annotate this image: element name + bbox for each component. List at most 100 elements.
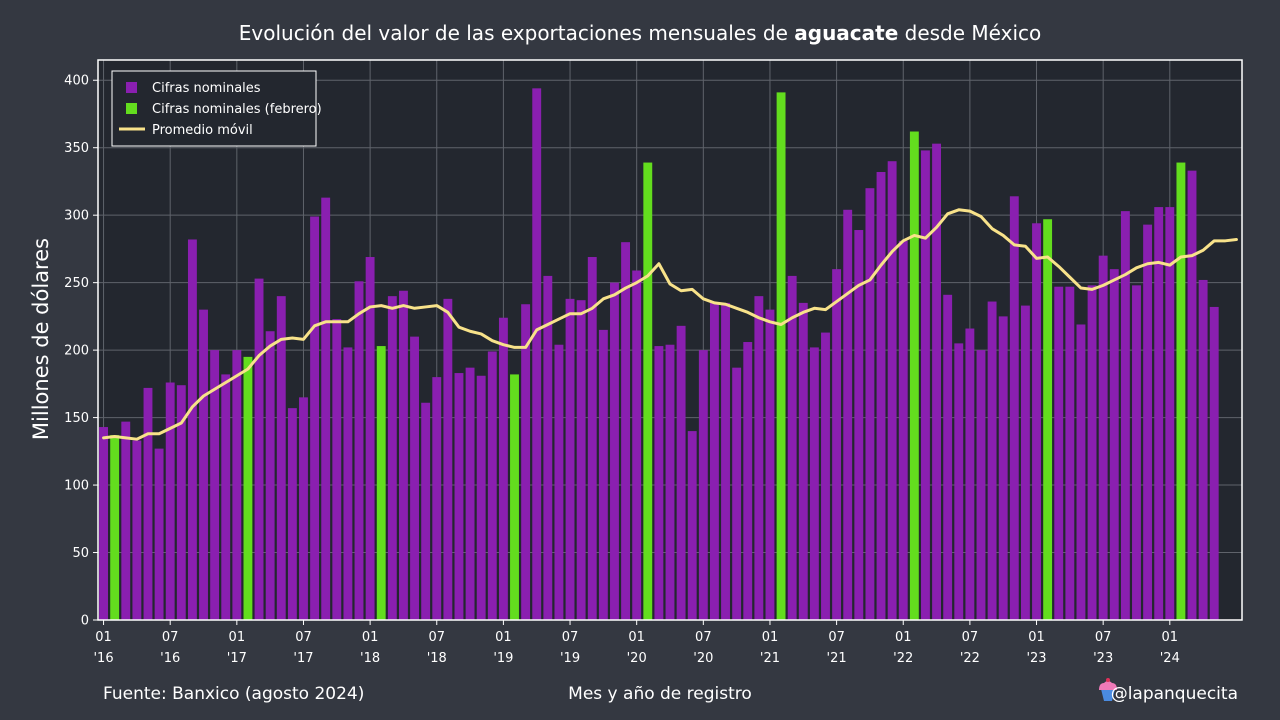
bar (343, 347, 353, 620)
x-tick-year: '17 (227, 651, 247, 666)
bar (521, 304, 531, 620)
x-tick-month: 07 (428, 630, 445, 645)
bar (665, 344, 675, 620)
legend-box (111, 70, 317, 147)
bar (832, 269, 842, 620)
x-tick-year: '22 (893, 651, 913, 666)
bar (698, 350, 708, 620)
x-tick-month: 01 (1028, 630, 1045, 645)
x-tick-year: '19 (493, 651, 513, 666)
bar (432, 377, 442, 620)
bar (854, 230, 864, 620)
bar (354, 281, 364, 620)
bar (865, 188, 875, 621)
legend-swatch-february (126, 103, 137, 114)
bar (398, 290, 408, 620)
moving-average-line (102, 208, 1238, 441)
y-tick-label: 50 (72, 546, 89, 561)
x-tick-year: '17 (293, 651, 313, 666)
bar (543, 275, 553, 620)
x-tick-year: '16 (160, 651, 180, 666)
x-tick-month: 07 (562, 630, 579, 645)
bar (1009, 196, 1019, 620)
x-tick-year: '24 (1160, 651, 1180, 666)
bar-february (776, 92, 786, 620)
bar (254, 278, 264, 620)
bar (654, 346, 664, 620)
x-tick-month: 01 (362, 630, 379, 645)
x-tick-year: '18 (360, 651, 380, 666)
bar (765, 309, 775, 620)
x-tick-year: '20 (627, 651, 647, 666)
bar (1087, 285, 1097, 620)
bar (1165, 207, 1175, 620)
y-axis-ticks: 0 50 100 150 200 250 300 350 400 (64, 74, 98, 629)
bar (921, 150, 930, 620)
bar (1109, 269, 1119, 620)
bar (932, 143, 942, 620)
bar (1198, 279, 1208, 620)
bar (365, 257, 375, 620)
bar (798, 302, 808, 620)
bar (998, 316, 1008, 620)
y-tick-label: 150 (64, 411, 89, 426)
x-tick-year: '18 (427, 651, 447, 666)
bar (1065, 286, 1075, 620)
bar (554, 344, 564, 620)
bar (610, 282, 619, 620)
x-tick-month: 07 (162, 630, 179, 645)
x-tick-month: 07 (962, 630, 979, 645)
bar (1098, 255, 1108, 620)
x-tick-month: 01 (895, 630, 912, 645)
bar (276, 296, 286, 620)
bar (498, 317, 508, 620)
bar (1032, 223, 1041, 621)
plot-border (97, 59, 1243, 621)
bar (532, 88, 542, 621)
y-tick-label: 200 (64, 344, 89, 359)
author-handle: @lapanquecita (1111, 684, 1238, 704)
x-tick-month: 07 (1095, 630, 1112, 645)
bar (621, 242, 631, 620)
bar (310, 216, 320, 620)
x-tick-month: 07 (828, 630, 845, 645)
bar (121, 421, 131, 620)
legend-label-nominal: Cifras nominales (152, 81, 261, 96)
bar (321, 197, 331, 620)
y-tick-label: 250 (64, 276, 89, 291)
bar (265, 331, 275, 620)
y-tick-label: 0 (81, 614, 89, 629)
bar (754, 296, 764, 620)
bar (165, 382, 175, 620)
bar (99, 427, 108, 620)
chart-title: Evolución del valor de las exportaciones… (239, 21, 1042, 45)
bar (1054, 286, 1064, 620)
bar (898, 240, 908, 620)
bar (709, 302, 719, 620)
bar (187, 239, 197, 620)
bar (732, 367, 742, 620)
y-axis-label: Millones de dólares (29, 238, 53, 440)
x-axis-label: Mes y año de registro (568, 684, 752, 704)
x-tick-year: '20 (693, 651, 713, 666)
bar-february (510, 374, 519, 620)
x-tick-month: 01 (1162, 630, 1179, 645)
bar (565, 298, 575, 620)
x-tick-year: '19 (560, 651, 580, 666)
bar (887, 161, 897, 620)
legend-swatch-nominal (126, 82, 137, 93)
x-tick-month: 07 (695, 630, 712, 645)
legend-label-february: Cifras nominales (febrero) (152, 102, 322, 117)
bar (421, 402, 431, 620)
bar (154, 448, 164, 620)
x-tick-year: '21 (760, 651, 780, 666)
bar-february (1176, 162, 1186, 621)
x-tick-year: '21 (827, 651, 847, 666)
bar (1020, 305, 1030, 620)
x-tick-year: '23 (1093, 651, 1113, 666)
bar-february (376, 346, 386, 620)
bar-february (243, 356, 253, 620)
bar (843, 209, 853, 620)
bar-february (643, 162, 653, 621)
